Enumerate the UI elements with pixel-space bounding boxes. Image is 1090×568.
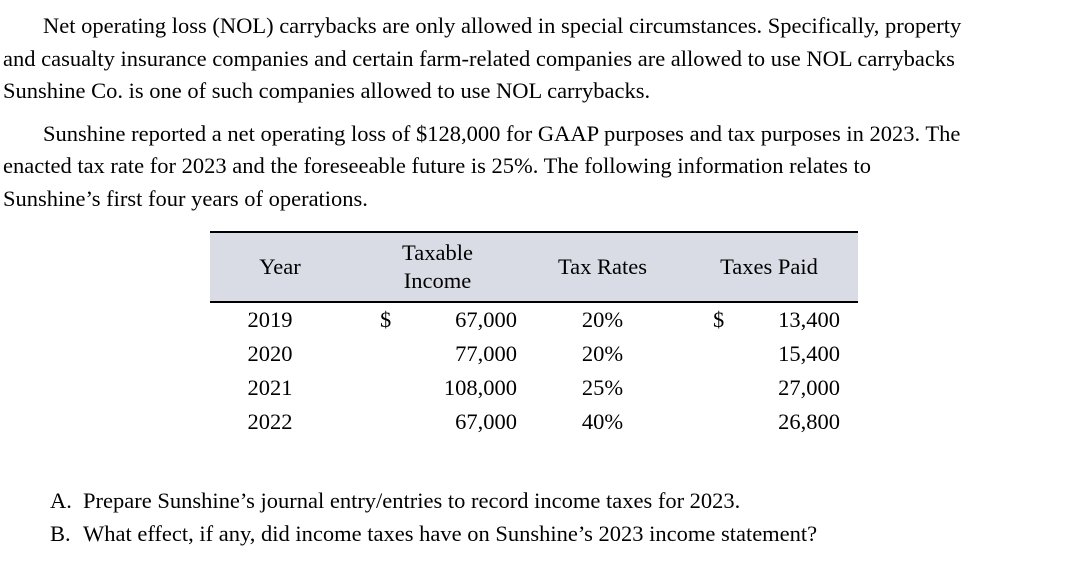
text-line: and casualty insurance companies and cer… (3, 45, 955, 71)
cell-year: 2021 (247, 374, 293, 400)
table-row: 2021 108,000 25% 27,000 (210, 371, 858, 405)
table-row: 2019 $ 67,000 20% $ 13,400 (210, 303, 858, 337)
cell-taxes-paid: $ 13,400 (680, 304, 858, 337)
cell-tax-rate: 40% (581, 408, 624, 434)
cell-tax-rate: 20% (581, 306, 624, 332)
cell-taxes-paid: 15,400 (680, 338, 858, 371)
table-row: 2020 77,000 20% 15,400 (210, 337, 858, 371)
cell-year: 2019 (247, 306, 293, 332)
taxable-income-value: 77,000 (455, 340, 517, 366)
taxes-paid-value: 27,000 (778, 374, 840, 400)
taxable-income-value: 108,000 (443, 374, 517, 400)
taxable-income-value: 67,000 (455, 306, 517, 332)
text-line: enacted tax rate for 2023 and the forese… (3, 153, 872, 178)
question-marker: A. (50, 488, 72, 513)
question-text: Prepare Sunshine’s journal entry/entries… (83, 488, 741, 513)
taxes-paid-value: 15,400 (778, 340, 840, 366)
column-header-taxable-income: Taxable Income (402, 240, 473, 293)
cell-taxable-income: 67,000 (350, 406, 525, 439)
table-header-row: Year Taxable Income Tax Rates Taxes Paid (210, 231, 858, 303)
cell-taxes-paid: 27,000 (680, 372, 858, 405)
text-line: Net operating loss (NOL) carrybacks are … (43, 13, 962, 38)
cell-taxable-income: $ 67,000 (350, 304, 525, 337)
column-header-taxes-paid: Taxes Paid (720, 254, 818, 279)
text-line: Sunshine Co. is one of such companies al… (3, 78, 651, 103)
cell-tax-rate: 20% (581, 340, 624, 366)
text-line: Sunshine’s first four years of operation… (3, 185, 368, 211)
details-paragraph: Sunshine reported a net operating loss o… (3, 118, 1078, 216)
table-row: 2022 67,000 40% 26,800 (210, 405, 858, 439)
question-item-b: B. What effect, if any, did income taxes… (3, 518, 1078, 551)
question-text: What effect, if any, did income taxes ha… (83, 520, 818, 546)
column-header-year: Year (259, 254, 301, 279)
question-marker: B. (50, 520, 71, 546)
taxable-income-value: 67,000 (455, 408, 517, 434)
cell-year: 2022 (247, 408, 293, 434)
cell-taxable-income: 108,000 (350, 372, 525, 405)
cell-taxable-income: 77,000 (350, 338, 525, 371)
taxes-paid-value: 13,400 (778, 306, 840, 332)
column-header-tax-rates: Tax Rates (557, 254, 648, 279)
text-line: Sunshine reported a net operating loss o… (43, 120, 961, 146)
cell-taxes-paid: 26,800 (680, 406, 858, 439)
currency-symbol: $ (713, 306, 725, 332)
question-item-a: A. Prepare Sunshine’s journal entry/entr… (3, 485, 1078, 518)
questions-list: A. Prepare Sunshine’s journal entry/entr… (3, 485, 1078, 550)
intro-paragraph: Net operating loss (NOL) carrybacks are … (3, 10, 1078, 108)
cell-year: 2020 (247, 340, 293, 366)
tax-history-table: Year Taxable Income Tax Rates Taxes Paid… (210, 231, 858, 439)
currency-symbol: $ (380, 306, 392, 332)
taxes-paid-value: 26,800 (778, 408, 840, 434)
cell-tax-rate: 25% (581, 374, 624, 400)
